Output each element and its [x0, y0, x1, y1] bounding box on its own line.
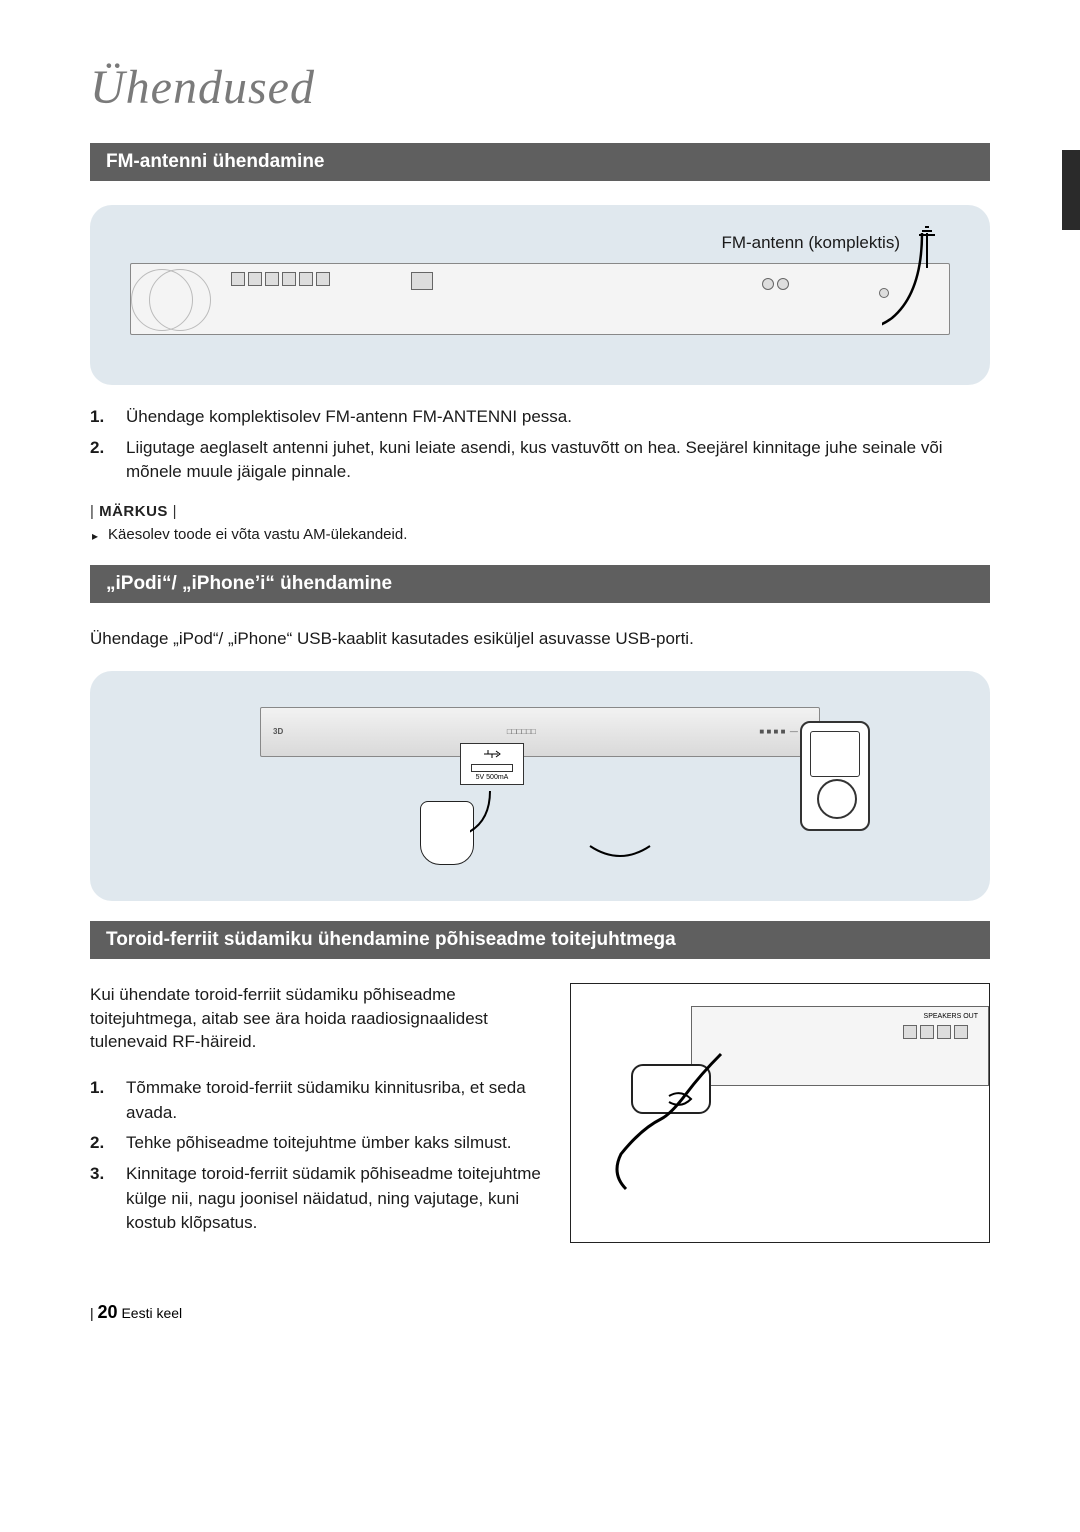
- list-item: Ühendage komplektisolev FM-antenn FM-ANT…: [90, 405, 990, 430]
- page-root: Ühendused FM-antenni ühendamine FM-anten…: [0, 0, 1080, 1363]
- fm-antenna-label: FM-antenn (komplektis): [120, 233, 960, 253]
- toroid-text-column: Kui ühendate toroid-ferriit südamiku põh…: [90, 983, 542, 1254]
- section-heading-fm: FM-antenni ühendamine: [90, 143, 990, 181]
- side-tab: [1062, 150, 1080, 230]
- section-heading-ipod: „iPodi“/ „iPhone’i“ ühendamine: [90, 565, 990, 603]
- ipod-diagram: 3D □□□□□□ ■ ■ ■ ■ — + 5V 500mA: [90, 671, 990, 901]
- fm-diagram: FM-antenn (komplektis): [90, 205, 990, 385]
- usb-port-callout: 5V 500mA: [460, 743, 524, 785]
- power-cable-icon: [591, 1024, 791, 1224]
- fm-steps-list: Ühendage komplektisolev FM-antenn FM-ANT…: [90, 405, 990, 485]
- list-item: Kinnitage toroid-ferriit südamik põhisea…: [90, 1162, 542, 1236]
- device-rear-panel: [130, 263, 950, 335]
- speaker-ports: [231, 272, 330, 286]
- list-item: Liigutage aeglaselt antenni juhet, kuni …: [90, 436, 990, 485]
- note-label: MÄRKUS: [90, 503, 990, 520]
- toroid-steps-list: Tõmmake toroid-ferriit südamiku kinnitus…: [90, 1076, 542, 1236]
- display-segment: □□□□□□: [507, 727, 536, 736]
- page-number: 20: [98, 1302, 118, 1322]
- footer-language: Eesti keel: [121, 1305, 182, 1321]
- speakers-out-label: SPEAKERS OUT: [924, 1013, 978, 1020]
- list-item: Tõmmake toroid-ferriit südamiku kinnitus…: [90, 1076, 542, 1125]
- toroid-two-column: Kui ühendate toroid-ferriit südamiku põh…: [90, 983, 990, 1254]
- list-item: Tehke põhiseadme toitejuhtme ümber kaks …: [90, 1131, 542, 1156]
- usb-cable-icon: [470, 786, 670, 886]
- speaker-ports-small: [903, 1025, 968, 1039]
- toroid-intro: Kui ühendate toroid-ferriit südamiku põh…: [90, 983, 542, 1054]
- usb-power-label: 5V 500mA: [461, 774, 523, 781]
- dock-connector-icon: [420, 801, 474, 865]
- antenna-wire-icon: [882, 223, 962, 353]
- ipod-device-icon: [800, 721, 870, 831]
- toroid-diagram: SPEAKERS OUT: [570, 983, 990, 1243]
- page-footer: | 20 Eesti keel: [90, 1302, 990, 1323]
- av-ports: [762, 278, 789, 290]
- chapter-title: Ühendused: [90, 60, 990, 115]
- section-heading-toroid: Toroid-ferriit südamiku ühendamine põhis…: [90, 921, 990, 959]
- note-text: Käesolev toode ei võta vastu AM-ülekande…: [90, 526, 990, 543]
- ipod-body-text: Ühendage „iPod“/ „iPhone“ USB-kaablit ka…: [90, 627, 990, 651]
- logo-3d-icon: 3D: [273, 727, 283, 736]
- device-front-panel: 3D □□□□□□ ■ ■ ■ ■ — +: [260, 707, 820, 757]
- usb-icon: [482, 748, 502, 760]
- lan-port: [411, 272, 433, 290]
